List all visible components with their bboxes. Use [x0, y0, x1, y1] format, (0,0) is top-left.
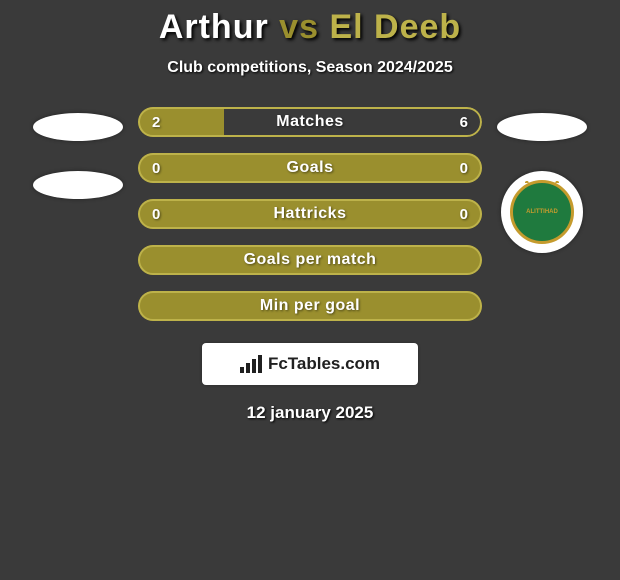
stat-bars: 2 6 Matches 0 0 Goals 0 0 Hattricks Goals per mat… [138, 107, 482, 321]
player2-logo-1 [497, 113, 587, 141]
stat-bar: 0 0 Hattricks [138, 199, 482, 229]
stat-label: Matches [276, 113, 344, 131]
watermark: FcTables.com [202, 343, 418, 385]
comparison-infographic: Arthur vs El Deeb Club competitions, Sea… [0, 0, 620, 580]
stat-value-right: 0 [460, 153, 468, 183]
player1-logo-1 [33, 113, 123, 141]
left-logos [18, 107, 138, 199]
player2-name: El Deeb [329, 8, 461, 46]
player1-logo-2 [33, 171, 123, 199]
stats-row: 2 6 Matches 0 0 Goals 0 0 Hattricks Goals per mat… [0, 107, 620, 321]
stat-bar: 0 0 Goals [138, 153, 482, 183]
stat-value-right: 0 [460, 199, 468, 229]
stat-value-right: 6 [460, 107, 468, 137]
shield-icon: ALITTIHAD [510, 180, 574, 244]
player2-club-badge: ALITTIHAD [501, 171, 583, 253]
stat-bar: Min per goal [138, 291, 482, 321]
stat-label: Min per goal [260, 297, 360, 315]
stat-value-left: 2 [152, 107, 160, 137]
shield-label: ALITTIHAD [526, 209, 558, 215]
stat-bar: 2 6 Matches [138, 107, 482, 137]
stat-label: Goals [287, 159, 334, 177]
vs-text: vs [279, 8, 319, 46]
subtitle: Club competitions, Season 2024/2025 [0, 59, 620, 77]
player1-name: Arthur [159, 8, 269, 46]
bar-chart-icon [240, 355, 262, 373]
date-text: 12 january 2025 [0, 403, 620, 423]
stat-bar: Goals per match [138, 245, 482, 275]
right-logos: ALITTIHAD [482, 107, 602, 253]
stat-label: Goals per match [244, 251, 377, 269]
watermark-text: FcTables.com [268, 354, 380, 374]
page-title: Arthur vs El Deeb [0, 0, 620, 47]
stat-label: Hattricks [274, 205, 347, 223]
stat-value-left: 0 [152, 153, 160, 183]
stat-value-left: 0 [152, 199, 160, 229]
